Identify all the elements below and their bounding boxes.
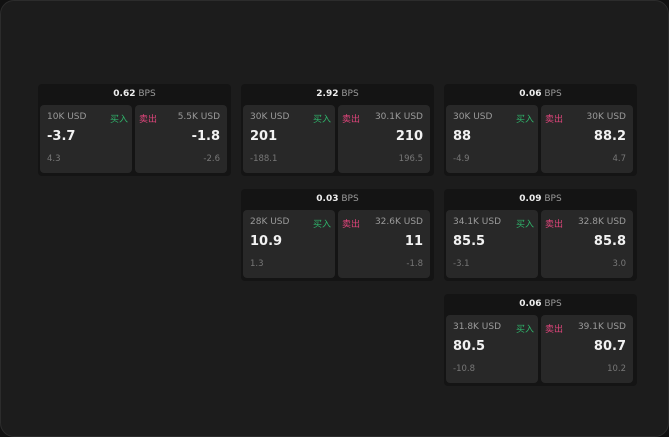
price-tile: 0.09 BPS 34.1K USD 买入 85.5 -3.1 卖出 32.8K… [444,189,637,281]
sell-size: 32.8K USD [577,217,626,227]
price-tile: 0.03 BPS 28K USD 买入 10.9 1.3 卖出 32.6K US… [241,189,434,281]
spread-header: 0.09 BPS [444,189,637,209]
buy-size: 34.1K USD [453,217,502,227]
buy-label: 买入 [312,220,331,230]
sell-label: 卖出 [545,115,564,125]
buy-change: -10.8 [453,364,475,374]
sell-button[interactable]: 卖出 30K USD 88.2 4.7 [541,105,633,173]
sell-price: 11 [404,234,423,249]
sell-size: 30.1K USD [374,112,423,122]
spread-value: 0.06 [519,299,542,309]
sell-button[interactable]: 卖出 5.5K USD -1.8 -2.6 [135,105,227,173]
spread-value: 0.62 [113,89,136,99]
buy-size: 10K USD [47,112,87,122]
sell-button[interactable]: 卖出 32.6K USD 11 -1.8 [338,210,430,278]
buy-label: 买入 [515,220,534,230]
sell-size: 32.6K USD [374,217,423,227]
price-tile: 0.62 BPS 10K USD 买入 -3.7 4.3 卖出 5.5K USD… [38,84,231,176]
buy-button[interactable]: 31.8K USD 买入 80.5 -10.8 [446,315,538,383]
buy-label: 买入 [515,325,534,335]
buy-button[interactable]: 28K USD 买入 10.9 1.3 [243,210,335,278]
buy-size: 30K USD [250,112,290,122]
sell-change: -2.6 [203,154,220,164]
sell-button[interactable]: 卖出 39.1K USD 80.7 10.2 [541,315,633,383]
buy-change: 1.3 [250,259,264,269]
sell-button[interactable]: 卖出 30.1K USD 210 196.5 [338,105,430,173]
buy-change: -188.1 [250,154,278,164]
spread-value: 0.06 [519,89,542,99]
sell-label: 卖出 [545,325,564,335]
sell-size: 39.1K USD [577,322,626,332]
buy-size: 30K USD [453,112,493,122]
spread-value: 0.03 [316,194,339,204]
sell-change: -1.8 [406,259,423,269]
sell-label: 卖出 [545,220,564,230]
buy-price: -3.7 [47,129,76,144]
sell-size: 5.5K USD [177,112,220,122]
sell-label: 卖出 [342,115,361,125]
spread-unit: BPS [341,194,359,204]
buy-button[interactable]: 30K USD 买入 88 -4.9 [446,105,538,173]
spread-header: 0.03 BPS [241,189,434,209]
buy-change: -3.1 [453,259,470,269]
buy-button[interactable]: 30K USD 买入 201 -188.1 [243,105,335,173]
sell-change: 10.2 [607,364,626,374]
buy-price: 85.5 [453,234,486,249]
spread-header: 0.06 BPS [444,294,637,314]
buy-change: 4.3 [47,154,61,164]
buy-label: 买入 [515,115,534,125]
buy-change: -4.9 [453,154,470,164]
spread-unit: BPS [544,299,562,309]
buy-label: 买入 [312,115,331,125]
sell-size: 30K USD [586,112,626,122]
spread-unit: BPS [341,89,359,99]
buy-label: 买入 [109,115,128,125]
spread-header: 0.06 BPS [444,84,637,104]
sell-price: 80.7 [593,339,626,354]
price-tile: 2.92 BPS 30K USD 买入 201 -188.1 卖出 30.1K … [241,84,434,176]
spread-unit: BPS [138,89,156,99]
buy-price: 10.9 [250,234,283,249]
sell-label: 卖出 [139,115,158,125]
sell-change: 4.7 [612,154,626,164]
sell-price: 210 [395,129,423,144]
spread-value: 0.09 [519,194,542,204]
buy-price: 80.5 [453,339,486,354]
spread-value: 2.92 [316,89,339,99]
buy-price: 88 [453,129,472,144]
buy-size: 28K USD [250,217,290,227]
sell-price: 85.8 [593,234,626,249]
sell-change: 196.5 [398,154,423,164]
sell-change: 3.0 [612,259,626,269]
buy-button[interactable]: 10K USD 买入 -3.7 4.3 [40,105,132,173]
spread-unit: BPS [544,194,562,204]
buy-price: 201 [250,129,278,144]
sell-price: 88.2 [593,129,626,144]
spread-header: 0.62 BPS [38,84,231,104]
buy-button[interactable]: 34.1K USD 买入 85.5 -3.1 [446,210,538,278]
sell-button[interactable]: 卖出 32.8K USD 85.8 3.0 [541,210,633,278]
price-tile: 0.06 BPS 30K USD 买入 88 -4.9 卖出 30K USD 8… [444,84,637,176]
spread-header: 2.92 BPS [241,84,434,104]
buy-size: 31.8K USD [453,322,502,332]
price-tile: 0.06 BPS 31.8K USD 买入 80.5 -10.8 卖出 39.1… [444,294,637,386]
spread-unit: BPS [544,89,562,99]
sell-label: 卖出 [342,220,361,230]
sell-price: -1.8 [191,129,220,144]
